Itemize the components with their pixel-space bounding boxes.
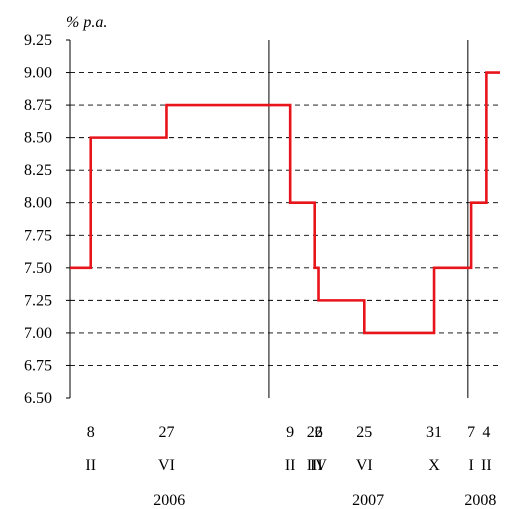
y-unit-label: % p.a. bbox=[66, 14, 107, 31]
year-label: 2007 bbox=[352, 492, 384, 509]
x-tick-month-label: X bbox=[428, 457, 440, 474]
y-tick-label: 6.50 bbox=[24, 390, 52, 407]
y-tick-label: 9.00 bbox=[24, 65, 52, 82]
series-layer bbox=[70, 71, 500, 335]
x-tick-month-label: II bbox=[481, 457, 492, 474]
x-tick-month-label: VI bbox=[158, 457, 175, 474]
y-tick-label: 8.50 bbox=[24, 130, 52, 147]
x-tick-month-label: VI bbox=[356, 457, 373, 474]
year-label: 2006 bbox=[153, 492, 185, 509]
x-tick-month-label: II bbox=[85, 457, 96, 474]
y-tick-label: 8.00 bbox=[24, 195, 52, 212]
x-tick-day-label: 7 bbox=[467, 424, 475, 441]
y-tick-labels: 9.25 9.00 8.75 8.50 8.25 8.00 7.75 7.50 7.25 7.00… bbox=[24, 32, 70, 407]
x-tick-month-label: III bbox=[307, 457, 323, 474]
x-tick-day-label: 2 bbox=[315, 424, 323, 441]
y-tick-label: 9.25 bbox=[24, 32, 52, 49]
x-tick-day-label: 8 bbox=[87, 424, 95, 441]
x-tick-day-label: 9 bbox=[286, 424, 294, 441]
x-tick-month-label: II bbox=[285, 457, 296, 474]
year-dividers bbox=[268, 40, 469, 398]
y-tick-label: 7.00 bbox=[24, 325, 52, 342]
year-label: 2008 bbox=[464, 492, 496, 509]
x-tick-month-label: I bbox=[468, 457, 473, 474]
y-tick-label: 6.75 bbox=[24, 357, 52, 374]
x-tick-labels: 8 II 27 VI 9 II 26 III 2 IV 25 VI 31 X 7 I4 II bbox=[85, 424, 491, 474]
grid-lines bbox=[70, 72, 500, 366]
x-tick-day-label: 27 bbox=[158, 424, 174, 441]
y-tick-label: 8.25 bbox=[24, 162, 52, 179]
x-tick-day-label: 25 bbox=[356, 424, 372, 441]
y-tick-label: 7.75 bbox=[24, 227, 52, 244]
x-tick-day-label: 31 bbox=[426, 424, 442, 441]
x-tick-day-label: 4 bbox=[482, 424, 490, 441]
x-tick-day-label: 26 bbox=[307, 424, 323, 441]
y-tick-label: 8.75 bbox=[24, 97, 52, 114]
year-labels: 2006 2007 2008 bbox=[153, 492, 496, 509]
y-tick-label: 7.50 bbox=[24, 260, 52, 277]
x-tick-month-label: IV bbox=[310, 457, 327, 474]
y-tick-label: 7.25 bbox=[24, 292, 52, 309]
series-line bbox=[70, 71, 500, 335]
